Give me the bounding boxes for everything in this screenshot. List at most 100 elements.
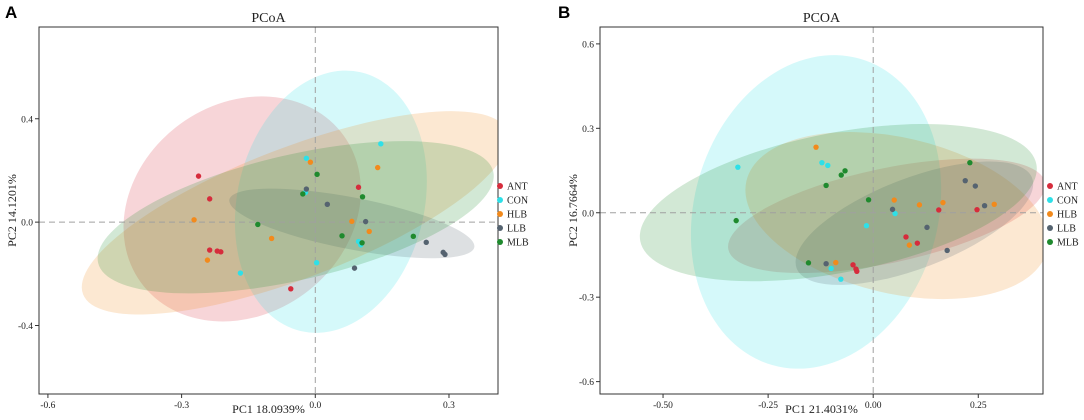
confidence-ellipse-con (234, 70, 427, 333)
data-point-llb (362, 218, 369, 225)
x-tick-label: -0.50 (653, 401, 673, 411)
legend-label-ant: ANT (507, 182, 528, 193)
data-point-llb (889, 206, 896, 213)
legend-label-con: CON (1057, 196, 1078, 207)
chart-title: PCOA (803, 11, 841, 26)
data-point-llb (303, 186, 310, 192)
data-point-con (838, 276, 844, 282)
data-point-con (378, 141, 384, 147)
data-point-llb (423, 239, 429, 245)
data-point-hlb (374, 164, 381, 171)
panel-b: B PCOA -0.50 -0.25 0.00 0.25 -0.6 -0.3 0.0 0.3 0.6… (558, 3, 1079, 416)
legend-marker-llb (1047, 225, 1053, 231)
data-point-mlb (255, 221, 261, 228)
x-tick-label: 0.0 (309, 401, 321, 411)
data-point-llb (924, 224, 930, 231)
data-point-llb (440, 249, 446, 256)
x-tick-label: -0.6 (40, 401, 55, 411)
data-point-ant (214, 248, 220, 254)
data-point-con (303, 155, 310, 161)
confidence-ellipse-llb (795, 161, 1034, 285)
x-axis-label: PC1 21.4031% (785, 402, 858, 416)
data-point-hlb (891, 197, 897, 203)
data-point-con (825, 162, 831, 169)
legend-marker-ant (1047, 183, 1053, 189)
data-point-ant (936, 207, 942, 213)
x-tick-label: 0.3 (443, 401, 455, 411)
data-point-mlb (339, 233, 345, 239)
data-point-hlb (204, 257, 211, 263)
y-tick-label: 0.6 (582, 40, 594, 50)
legend-label-llb: LLB (507, 224, 526, 235)
legend: ANT CON HLB LLB MLB (497, 182, 529, 249)
data-point-mlb (410, 233, 417, 240)
data-point-ant (355, 184, 362, 190)
legend-marker-mlb (497, 239, 503, 245)
y-axis-label: PC2 14.1201% (5, 174, 19, 247)
data-point-llb (823, 260, 829, 267)
legend-marker-con (1047, 197, 1053, 203)
data-point-hlb (991, 201, 997, 208)
y-tick-label: -0.4 (18, 322, 33, 332)
data-point-llb (972, 183, 979, 189)
y-tick-label: -0.3 (579, 294, 594, 304)
data-point-hlb (307, 159, 314, 165)
data-point-ant (850, 262, 856, 268)
panel-a: A PCoA -0.6 -0.3 0.0 0.3 -0.4 0.0 0.4 PC1 18.0939… (5, 3, 529, 416)
legend-marker-hlb (1047, 211, 1053, 217)
data-point-mlb (823, 182, 829, 189)
x-axis-label: PC1 18.0939% (232, 402, 305, 416)
x-tick-label: -0.3 (174, 401, 189, 411)
legend-label-hlb: HLB (507, 210, 527, 221)
legend-marker-hlb (497, 211, 503, 217)
legend-label-ant: ANT (1057, 182, 1078, 193)
data-point-llb (944, 247, 950, 254)
panel-letter: B (558, 3, 570, 22)
x-tick-label: 0.00 (865, 401, 882, 411)
x-tick-label: -0.25 (758, 401, 778, 411)
plot-area (39, 27, 498, 394)
legend-label-mlb: MLB (507, 238, 529, 249)
data-point-mlb (842, 168, 848, 174)
data-point-ant (903, 234, 909, 240)
legend: ANT CON HLB LLB MLB (1047, 182, 1079, 249)
data-point-hlb (833, 259, 839, 266)
legend-label-llb: LLB (1057, 224, 1076, 235)
confidence-ellipse-mlb (639, 124, 1037, 282)
plot-frame (599, 26, 1044, 395)
confidence-ellipse-ant (123, 96, 361, 322)
plot-frame (38, 26, 499, 395)
data-point-ant (914, 240, 921, 246)
data-point-mlb (838, 172, 844, 178)
legend-marker-llb (497, 225, 503, 231)
data-point-ant (206, 196, 213, 202)
data-point-hlb (916, 202, 923, 208)
data-point-ant (974, 206, 980, 213)
data-point-mlb (314, 171, 320, 178)
panel-letter: A (5, 3, 17, 22)
data-point-hlb (366, 228, 372, 235)
data-point-mlb (359, 240, 365, 246)
legend-label-mlb: MLB (1057, 238, 1079, 249)
data-point-mlb (300, 191, 306, 197)
legend-label-hlb: HLB (1057, 210, 1077, 221)
data-point-mlb (865, 197, 872, 203)
data-point-hlb (268, 235, 275, 242)
legend-marker-con (497, 197, 503, 203)
data-point-llb (324, 201, 331, 207)
data-point-mlb (359, 194, 366, 200)
confidence-ellipse-con (690, 55, 942, 369)
y-tick-label: -0.6 (579, 378, 594, 388)
data-point-ant (206, 247, 213, 253)
plot-area (600, 27, 1043, 394)
confidence-ellipse-mlb (97, 141, 494, 294)
y-tick-label: 0.4 (21, 115, 33, 125)
data-point-hlb (813, 144, 819, 150)
legend-marker-mlb (1047, 239, 1053, 245)
legend-label-con: CON (507, 196, 528, 207)
data-point-mlb (733, 217, 739, 224)
data-point-hlb (940, 199, 946, 206)
y-tick-label: 0.0 (21, 219, 33, 229)
data-point-hlb (191, 217, 197, 223)
y-tick-label: 0.3 (582, 125, 594, 135)
